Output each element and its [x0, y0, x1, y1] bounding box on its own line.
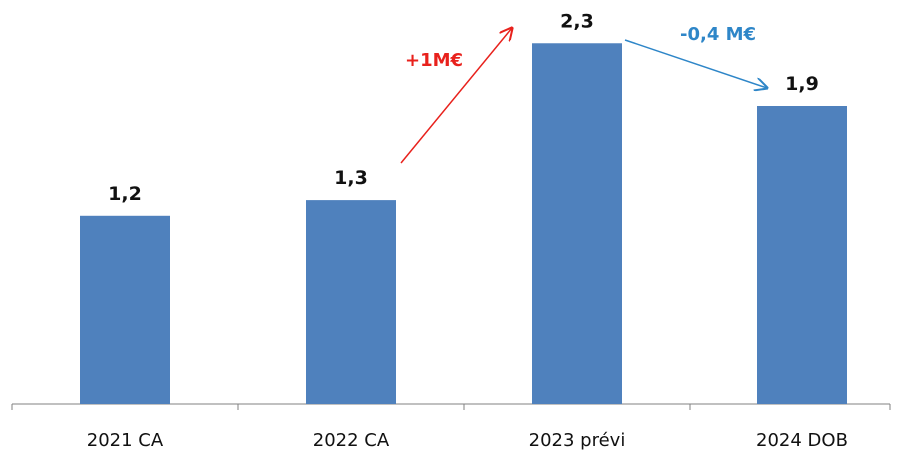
increase-annotation: +1M€ — [405, 50, 463, 71]
decrease-annotation: -0,4 M€ — [680, 24, 756, 45]
increase-arrow — [400, 28, 512, 164]
bar — [757, 106, 847, 404]
x-tick-label: 2024 DOB — [756, 430, 848, 451]
bar-value-label: 2,3 — [560, 10, 594, 32]
bar-value-label: 1,3 — [334, 167, 368, 189]
plot-area: 1,2 2021 CA 1,3 2022 CA 2,3 2023 prévi 1,9 2024… — [11, 10, 891, 451]
x-tick-label: 2023 prévi — [529, 430, 626, 451]
bar — [532, 43, 622, 405]
bar-value-label: 1,9 — [785, 73, 819, 95]
bar-value-label: 1,2 — [108, 183, 142, 205]
bar — [306, 200, 396, 404]
decrease-arrow — [624, 39, 767, 88]
x-tick-label: 2022 CA — [313, 430, 390, 451]
bar — [80, 215, 170, 404]
x-tick-label: 2021 CA — [87, 430, 164, 451]
